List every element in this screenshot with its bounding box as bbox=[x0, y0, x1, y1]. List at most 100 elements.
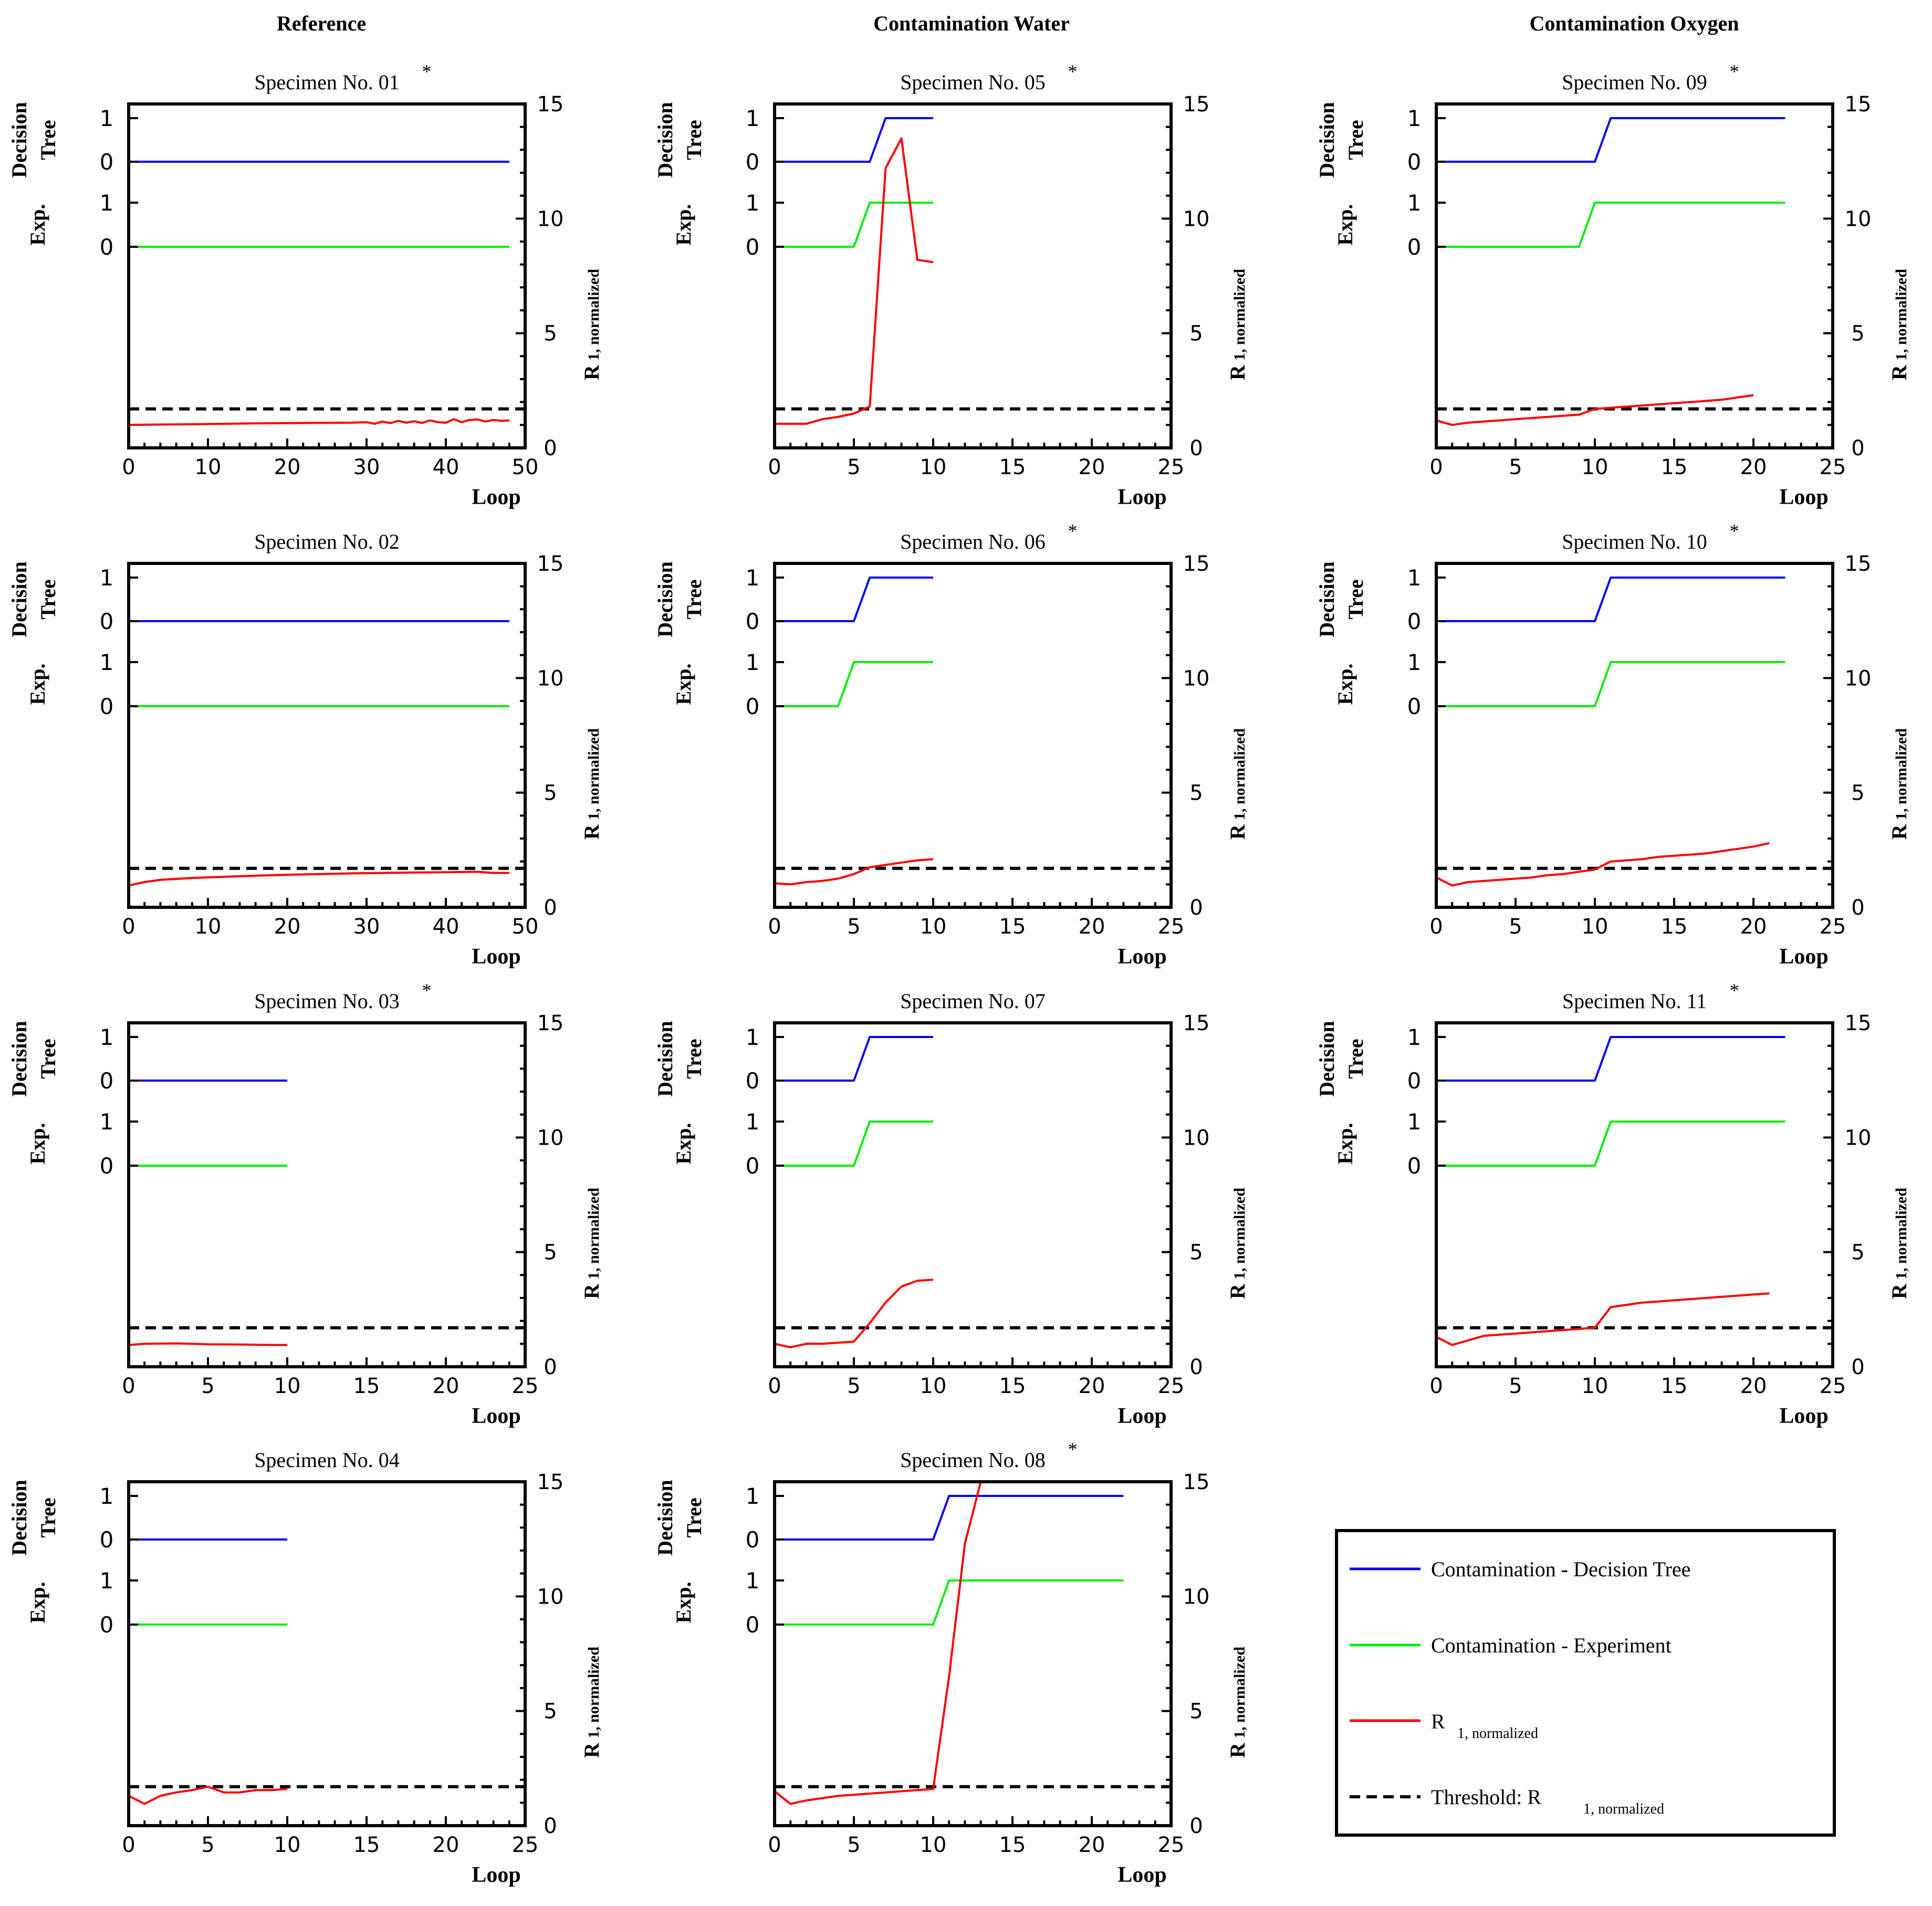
y-right-tick-label: 5 bbox=[1851, 1241, 1864, 1265]
left-label-exp: Exp. bbox=[1333, 664, 1357, 705]
x-axis-label: Loop bbox=[472, 485, 520, 509]
left-label-exp: Exp. bbox=[672, 1123, 695, 1165]
y-left-tick-label: 1 bbox=[100, 190, 114, 216]
y-left-tick-label: 0 bbox=[100, 694, 114, 719]
x-tick-label: 10 bbox=[920, 915, 947, 939]
x-tick-label: 15 bbox=[999, 1833, 1026, 1857]
right-axis-label-main: R bbox=[1226, 1742, 1249, 1758]
y-left-tick-label: 1 bbox=[746, 1109, 760, 1135]
y-left-tick-label: 0 bbox=[100, 609, 114, 634]
x-tick-label: 0 bbox=[768, 455, 781, 479]
column-header-reference: Reference bbox=[277, 12, 366, 35]
x-tick-label: 0 bbox=[768, 1833, 781, 1857]
x-tick-label: 15 bbox=[1661, 915, 1688, 939]
left-label-exp: Exp. bbox=[1333, 204, 1357, 246]
y-left-tick-label: 0 bbox=[1407, 1153, 1422, 1179]
panel-title: Specimen No. 10 bbox=[1562, 530, 1707, 553]
y-left-tick-label: 1 bbox=[746, 1024, 760, 1050]
y-right-tick-label: 5 bbox=[544, 1241, 557, 1265]
panel-title: Specimen No. 06 bbox=[900, 530, 1046, 553]
x-tick-label: 10 bbox=[1582, 455, 1609, 479]
r1-normalized-line bbox=[775, 858, 934, 886]
right-axis-label: R 1, normalized bbox=[1226, 1188, 1249, 1299]
x-tick-label: 15 bbox=[999, 915, 1026, 939]
y-right-tick-label: 15 bbox=[1183, 92, 1210, 117]
x-tick-label: 15 bbox=[999, 455, 1026, 479]
panel-title: Specimen No. 02 bbox=[254, 530, 400, 553]
x-tick-label: 15 bbox=[353, 1833, 380, 1857]
r1-normalized-line bbox=[1436, 1292, 1770, 1346]
panel-title: Specimen No. 09 bbox=[1562, 70, 1707, 94]
y-left-tick-label: 0 bbox=[1407, 694, 1422, 719]
y-left-tick-label: 0 bbox=[1407, 1068, 1422, 1094]
x-tick-label: 10 bbox=[1582, 915, 1609, 939]
x-tick-label: 0 bbox=[768, 1374, 781, 1398]
r1-normalized-line bbox=[1436, 842, 1770, 887]
left-label-decision: Decision bbox=[1315, 561, 1339, 637]
y-left-tick-label: 1 bbox=[100, 650, 114, 675]
y-left-tick-label: 1 bbox=[746, 565, 760, 591]
x-axis-label: Loop bbox=[1118, 1863, 1166, 1887]
panel-title-star: * bbox=[422, 61, 432, 82]
left-label-tree: Tree bbox=[36, 579, 60, 619]
left-label-decision: Decision bbox=[1315, 1021, 1339, 1096]
x-tick-label: 20 bbox=[274, 915, 301, 939]
y-right-tick-label: 5 bbox=[1189, 322, 1203, 346]
left-label-exp: Exp. bbox=[672, 1582, 695, 1624]
left-label-exp: Exp. bbox=[672, 204, 695, 246]
panel-title: Specimen No. 04 bbox=[254, 1448, 400, 1472]
right-axis-label: R 1, normalized bbox=[1226, 1647, 1249, 1758]
column-headers: Reference Contamination Water Contaminat… bbox=[277, 12, 1739, 35]
x-tick-label: 40 bbox=[433, 455, 459, 479]
specimen-panel-10: Specimen No. 10 *0 5 10 15 20 25Loop0510151010… bbox=[1315, 520, 1911, 969]
y-left-tick-label: 1 bbox=[746, 1568, 760, 1594]
x-tick-label: 20 bbox=[1079, 915, 1105, 939]
y-left-tick-label: 1 bbox=[1407, 190, 1422, 216]
experiment-line bbox=[775, 661, 933, 707]
right-axis-label-subscript: 1, normalized bbox=[585, 1188, 602, 1280]
x-tick-label: 20 bbox=[433, 1374, 459, 1398]
right-axis-label-subscript: 1, normalized bbox=[1231, 1188, 1248, 1280]
legend-label-threshold: Threshold: R bbox=[1431, 1785, 1541, 1809]
y-right-tick-label: 0 bbox=[544, 896, 557, 920]
specimen-panel-7: Specimen No. 070 5 10 15 20 25Loop0510151010D… bbox=[653, 989, 1249, 1428]
y-right-tick-label: 15 bbox=[1183, 1470, 1210, 1494]
x-tick-label: 5 bbox=[847, 1374, 860, 1398]
y-left-tick-label: 1 bbox=[100, 1483, 114, 1509]
y-right-tick-label: 15 bbox=[537, 552, 564, 576]
specimen-panel-1: Specimen No. 01 *0 10 20 30 40 50Loop051015101… bbox=[7, 61, 603, 509]
specimen-panel-2: Specimen No. 020 10 20 30 40 50Loop0510151010… bbox=[7, 530, 603, 969]
right-axis-label: R 1, normalized bbox=[1226, 728, 1249, 840]
x-axis-label: Loop bbox=[1118, 485, 1166, 509]
left-label-decision: Decision bbox=[653, 1021, 677, 1096]
x-axis-label: Loop bbox=[472, 945, 520, 969]
x-tick-label: 15 bbox=[353, 1374, 380, 1398]
x-tick-label: 0 bbox=[1429, 455, 1443, 479]
r1-normalized-line bbox=[129, 1342, 287, 1346]
y-right-tick-label: 5 bbox=[544, 322, 557, 346]
right-axis-label-main: R bbox=[580, 1742, 603, 1758]
left-label-tree: Tree bbox=[1344, 579, 1367, 619]
r1-normalized-line bbox=[129, 418, 509, 426]
left-label-tree: Tree bbox=[682, 1497, 706, 1537]
y-left-tick-label: 0 bbox=[100, 1068, 114, 1094]
x-tick-label: 25 bbox=[512, 1374, 539, 1398]
y-left-tick-label: 1 bbox=[100, 1109, 114, 1135]
x-tick-label: 40 bbox=[433, 915, 459, 939]
left-label-decision: Decision bbox=[7, 561, 31, 637]
y-right-tick-label: 5 bbox=[544, 1700, 557, 1724]
y-left-tick-label: 0 bbox=[1407, 234, 1422, 260]
panel-frame bbox=[773, 1480, 1173, 1827]
x-tick-label: 5 bbox=[847, 455, 860, 479]
y-right-tick-label: 15 bbox=[537, 92, 564, 117]
y-right-tick-label: 15 bbox=[537, 1011, 564, 1035]
left-label-tree: Tree bbox=[682, 1039, 706, 1078]
x-tick-label: 20 bbox=[1079, 1833, 1105, 1857]
x-tick-label: 50 bbox=[512, 915, 539, 939]
left-label-decision: Decision bbox=[7, 1480, 31, 1555]
left-label-tree: Tree bbox=[36, 1039, 60, 1078]
y-right-tick-label: 10 bbox=[537, 1585, 564, 1609]
right-axis-label: R 1, normalized bbox=[1887, 269, 1911, 380]
panel-title-star: * bbox=[1068, 61, 1078, 82]
specimen-panels: Specimen No. 01 *0 10 20 30 40 50Loop051015101… bbox=[7, 61, 1911, 1887]
